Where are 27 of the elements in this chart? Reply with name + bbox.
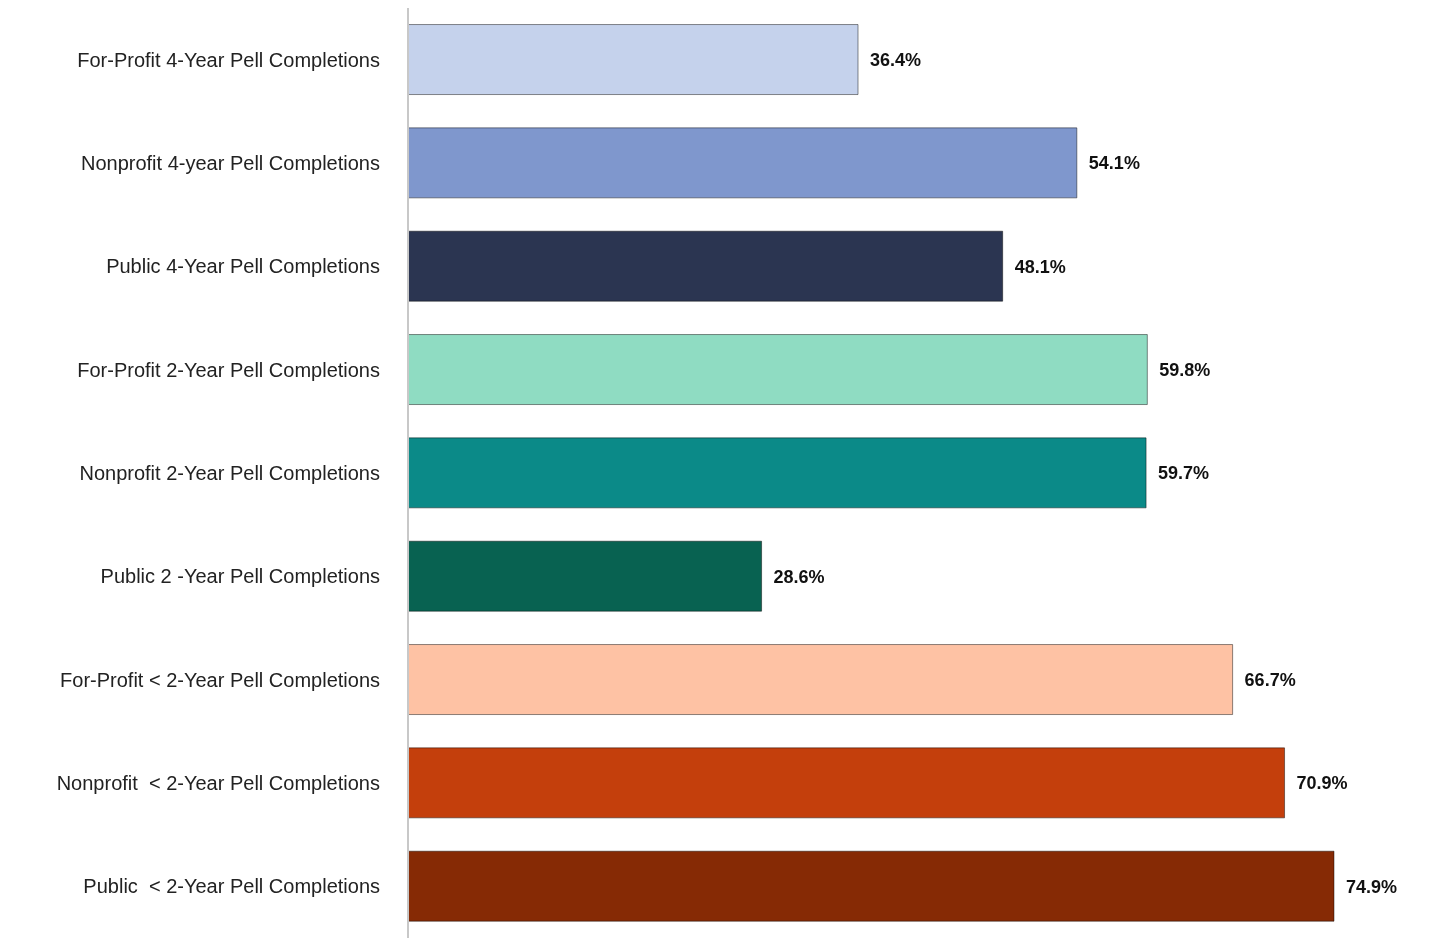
bar [407, 127, 1078, 199]
data-label: 74.9% [1346, 876, 1398, 897]
y-tick-label: For-Profit 2-Year Pell Completions [77, 358, 380, 381]
data-label: 48.1% [1014, 256, 1066, 277]
bar [407, 644, 1234, 716]
y-tick-label: For-Profit 4-Year Pell Completions [77, 48, 380, 71]
bar [407, 747, 1286, 819]
data-label: 59.7% [1158, 463, 1210, 484]
data-label: 66.7% [1244, 669, 1296, 690]
data-label: 28.6% [773, 566, 825, 587]
y-tick-label: For-Profit < 2-Year Pell Completions [60, 668, 380, 691]
bar [407, 850, 1335, 922]
data-label: 59.8% [1159, 359, 1211, 380]
y-tick-label: Public 2 -Year Pell Completions [100, 565, 380, 588]
y-tick-label: Public 4-Year Pell Completions [106, 255, 380, 278]
bar [407, 437, 1147, 509]
bar [407, 540, 763, 612]
bar [407, 24, 859, 96]
y-tick-label: Nonprofit 4-year Pell Completions [80, 152, 380, 174]
data-label: 70.9% [1296, 773, 1348, 794]
bar [407, 334, 1148, 406]
y-tick-label: Nonprofit < 2-Year Pell Completions [56, 772, 380, 794]
y-tick-label: Nonprofit 2-Year Pell Completions [79, 462, 380, 484]
data-label: 54.1% [1088, 153, 1140, 174]
data-label: 36.4% [870, 49, 922, 70]
y-tick-label: Public < 2-Year Pell Completions [83, 875, 380, 898]
bar [407, 230, 1004, 302]
